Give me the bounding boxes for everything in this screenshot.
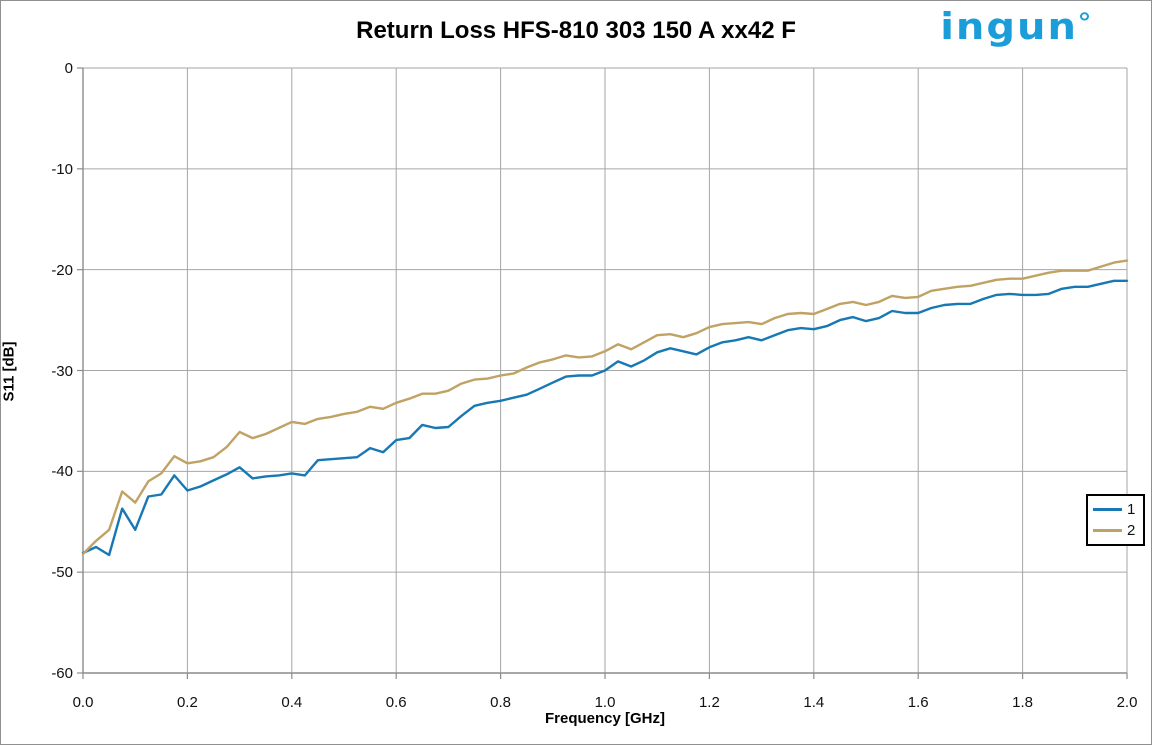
y-tick-label: -50 [51,564,73,582]
series1-line-swatch [1093,508,1122,511]
x-tick-label: 0.0 [72,694,94,711]
x-tick-label: 0.2 [176,694,198,711]
x-tick-label: 0.6 [385,694,407,711]
legend-label-series2: 2 [1127,522,1136,539]
y-tick-label: 0 [64,60,73,77]
legend-label-series1: 1 [1127,501,1136,518]
legend-entry-series1: 1 [1093,502,1138,517]
legend: 1 2 [1086,494,1145,546]
y-tick-label: -60 [51,665,73,682]
y-tick-label: -20 [51,261,73,279]
x-tick-label: 0.4 [281,694,303,711]
x-axis-title: Frequency [GHz] [544,710,665,727]
x-tick-label: 1.6 [907,694,929,711]
x-tick-label: 1.2 [698,694,720,711]
y-tick-label: -30 [51,362,73,380]
series2-line-swatch [1093,529,1122,532]
x-tick-label: 0.8 [490,694,512,711]
x-tick-label: 1.0 [594,694,616,711]
y-tick-label: -40 [51,463,73,481]
y-tick-label: -10 [51,160,73,178]
series-line-2 [81,259,1129,556]
chart-title: Return Loss HFS-810 303 150 A xx42 F [356,17,796,44]
ingun-logo: ingun [940,5,1089,49]
legend-entry-series2: 2 [1093,523,1138,538]
y-axis-title: S11 [dB] [0,341,18,402]
registered-trademark-icon [1080,12,1089,21]
x-tick-label: 1.8 [1012,694,1034,711]
x-tick-label: 2.0 [1116,694,1138,711]
series-line-1 [81,279,1129,557]
logo-text: ingun [940,5,1078,49]
x-tick-label: 1.4 [803,694,825,711]
